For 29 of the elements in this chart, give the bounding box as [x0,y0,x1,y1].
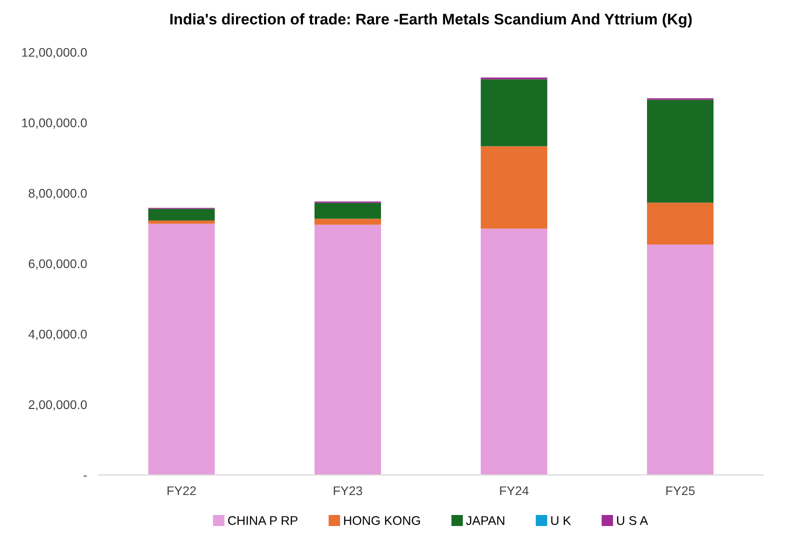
legend-label: CHINA P RP [228,516,298,525]
bar [314,218,382,225]
legend-label: U K [551,516,571,525]
y-tick-label: 12,00,000.0 [22,48,87,58]
bar [148,224,215,475]
bar [480,228,548,475]
bar [480,79,548,146]
legend-label: JAPAN [466,516,504,525]
y-tick-label: 6,00,000.0 [28,259,87,270]
legend-label: U S A [617,516,648,525]
bar [148,220,215,224]
chart-title: India's direction of trade: Rare -Earth Metals Scandium And Yttrium (Kg) [170,13,692,28]
bar [314,202,382,219]
y-tick-label: 4,00,000.0 [28,330,87,340]
x-tick-label: FY25 [666,486,695,496]
bar [647,100,714,203]
bar [314,224,382,475]
x-tick-label: FY24 [500,486,529,496]
legend-label: HONG KONG [344,516,420,525]
y-tick-label: 2,00,000.0 [28,400,87,411]
bar [647,244,714,475]
x-tick-label: FY23 [334,486,362,496]
bar [480,146,548,229]
y-tick-label: - [84,476,87,477]
x-tick-label: FY22 [168,486,196,496]
y-tick-label: 10,00,000.0 [22,118,87,129]
bar [148,208,215,221]
bar [647,202,714,244]
y-tick-label: 8,00,000.0 [28,188,87,200]
